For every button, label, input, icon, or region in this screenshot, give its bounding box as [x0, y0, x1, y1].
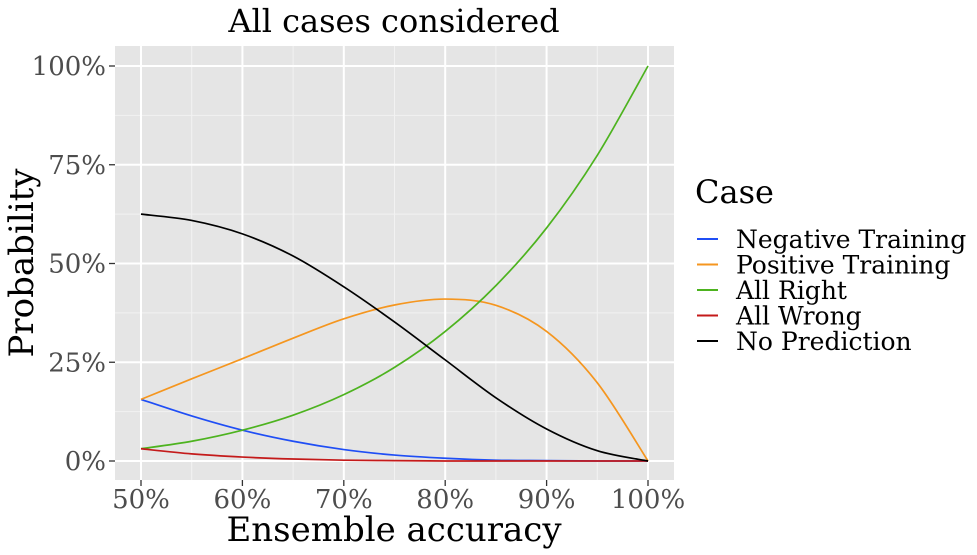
- legend-label-all-wrong: All Wrong: [735, 302, 862, 331]
- legend-label-negative-training: Negative Training: [736, 225, 966, 254]
- y-tick-label: 0%: [65, 447, 106, 477]
- y-tick-label: 25%: [48, 348, 106, 378]
- x-tick-label: 50%: [112, 485, 170, 515]
- x-tick-label: 90%: [518, 485, 576, 515]
- y-axis-title: Probability: [2, 168, 42, 358]
- y-tick-label: 100%: [32, 52, 106, 82]
- axes: 50% 60% 70% 80% 90% 100% 0% 25% 50% 75% 100%: [32, 52, 686, 515]
- x-tick-label: 100%: [611, 485, 685, 515]
- x-axis-title: Ensemble accuracy: [226, 510, 562, 550]
- series-line-all-right: [140, 65, 649, 450]
- legend-label-all-right: All Right: [735, 276, 847, 305]
- major-gridlines: [115, 46, 674, 480]
- legend-label-no-prediction: No Prediction: [736, 327, 912, 356]
- x-tick-label: 80%: [416, 485, 474, 515]
- chart-title: All cases considered: [227, 2, 559, 40]
- series-line-all-wrong: [140, 447, 648, 462]
- series-line-no-prediction: [140, 213, 649, 462]
- legend-title: Case: [695, 173, 774, 211]
- x-tick-label: 60%: [214, 485, 272, 515]
- series-line-positive-training: [140, 298, 649, 462]
- legend-label-positive-training: Positive Training: [736, 251, 950, 280]
- x-tick-label: 70%: [315, 485, 373, 515]
- series-lines: [140, 65, 649, 462]
- y-tick-label: 75%: [48, 151, 106, 181]
- y-tick-label: 50%: [48, 250, 106, 280]
